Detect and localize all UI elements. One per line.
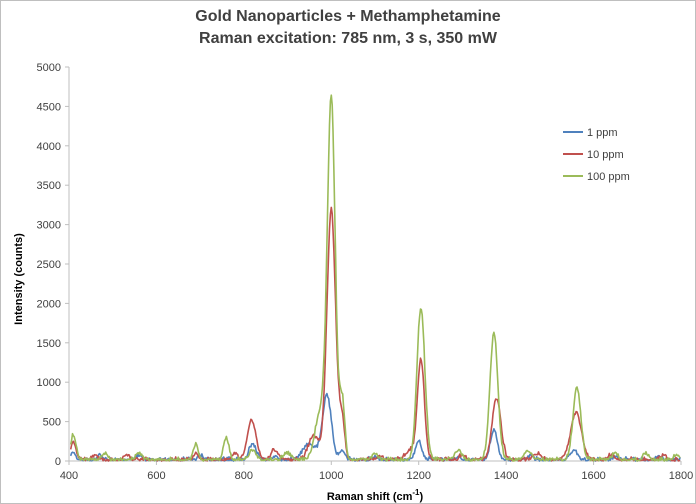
y-tick-label: 3500 bbox=[37, 180, 61, 192]
x-tick-label: 1200 bbox=[406, 470, 430, 482]
x-tick-label: 1000 bbox=[319, 470, 343, 482]
x-axis-title: Raman shift (cm-1) bbox=[327, 488, 424, 503]
x-axis-title-main: Raman shift (cm bbox=[327, 491, 413, 503]
x-axis-title-superscript: -1 bbox=[412, 488, 420, 497]
x-tick-label: 600 bbox=[147, 470, 165, 482]
y-tick-label: 5000 bbox=[37, 62, 61, 74]
series-line-100-ppm bbox=[69, 94, 681, 462]
y-tick-label: 2500 bbox=[37, 259, 61, 271]
series-layer bbox=[69, 94, 681, 462]
chart-subtitle: Raman excitation: 785 nm, 3 s, 350 mW bbox=[199, 30, 497, 47]
y-axis-title: Intensity (counts) bbox=[13, 233, 25, 325]
axes-layer: 0 500 1000 1500 2000 2500 3000 3500 4000 4500 5000… bbox=[37, 62, 694, 482]
y-tick-label: 4000 bbox=[37, 141, 61, 153]
series-line-1-ppm bbox=[69, 392, 681, 462]
legend-label: 1 ppm bbox=[587, 127, 618, 139]
y-tick-label: 1500 bbox=[37, 338, 61, 350]
legend-label: 100 ppm bbox=[587, 171, 630, 183]
x-tick-label: 400 bbox=[60, 470, 78, 482]
chart-title: Gold Nanoparticles + Methamphetamine bbox=[195, 8, 501, 25]
y-tick-label: 500 bbox=[43, 417, 61, 429]
legend-label: 10 ppm bbox=[587, 149, 624, 161]
x-tick-label: 1400 bbox=[494, 470, 518, 482]
x-tick-label: 800 bbox=[235, 470, 253, 482]
x-tick-label: 1800 bbox=[669, 470, 693, 482]
x-axis-title-end: ) bbox=[420, 491, 424, 503]
series-line-10-ppm bbox=[69, 206, 681, 462]
y-tick-label: 3000 bbox=[37, 220, 61, 232]
y-tick-label: 2000 bbox=[37, 298, 61, 310]
y-tick-label: 0 bbox=[55, 456, 61, 468]
x-tick-label: 1600 bbox=[581, 470, 605, 482]
y-tick-label: 1000 bbox=[37, 377, 61, 389]
legend: 1 ppm 10 ppm 100 ppm bbox=[563, 127, 630, 183]
y-tick-label: 4500 bbox=[37, 101, 61, 113]
